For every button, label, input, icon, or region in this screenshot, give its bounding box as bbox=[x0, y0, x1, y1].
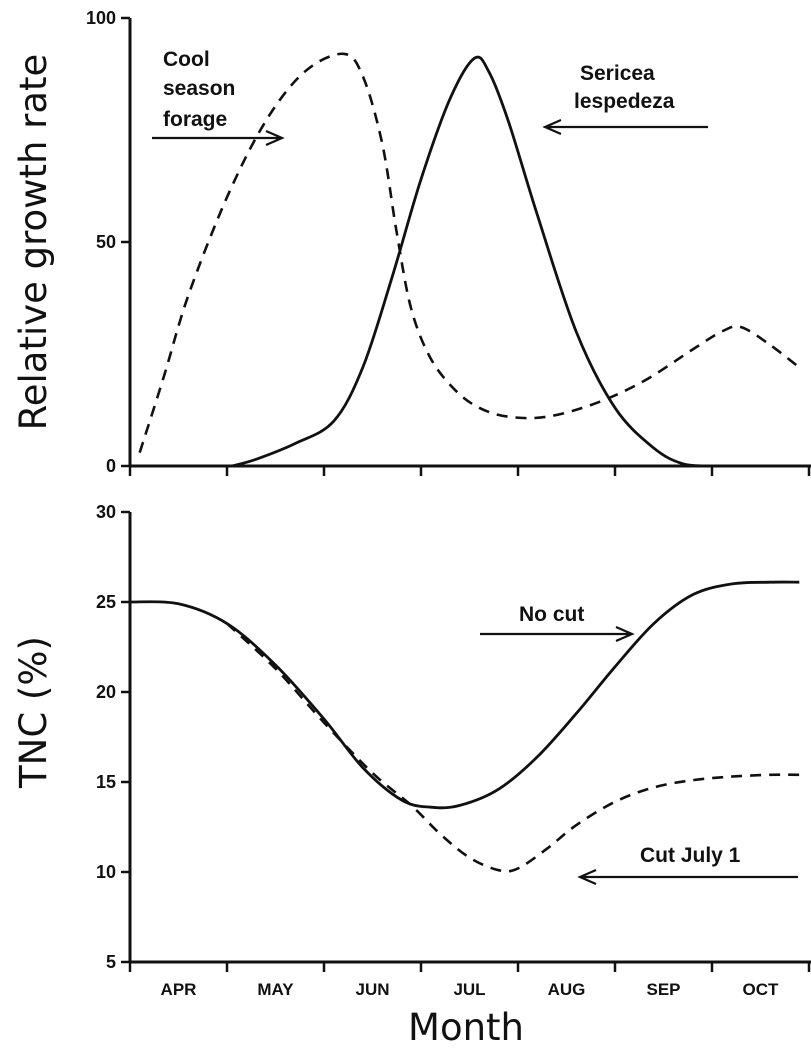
growth-rate-series bbox=[138, 52, 801, 468]
x-tick-label-may: MAY bbox=[257, 980, 294, 999]
tnc-y-tick-label: 30 bbox=[96, 502, 116, 522]
series-line-cut-july-1 bbox=[226, 622, 800, 873]
tnc-y-ticks: 5 10 15 20 25 30 bbox=[96, 502, 130, 972]
cut-july-annotation: Cut July 1 bbox=[577, 844, 798, 886]
cool-season-arrow bbox=[152, 129, 285, 147]
x-tick-label-oct: OCT bbox=[743, 980, 780, 999]
no-cut-annotation: No cut bbox=[480, 603, 635, 643]
sericea-label-line-1: Sericea bbox=[580, 62, 655, 85]
tnc-y-tick-label: 15 bbox=[96, 772, 116, 792]
tnc-y-tick-label: 5 bbox=[106, 952, 116, 972]
no-cut-arrow bbox=[480, 625, 635, 643]
sericea-arrow bbox=[542, 118, 708, 136]
series-line-cool-season-forage bbox=[138, 52, 801, 453]
tnc-y-axis-title: TNC (%) bbox=[12, 636, 55, 789]
x-tick-label-apr: APR bbox=[161, 980, 197, 999]
growth-rate-panel: 0 50 100 Relative growth rate Cool season … bbox=[12, 8, 811, 476]
series-line-no-cut bbox=[129, 580, 800, 810]
tnc-series bbox=[129, 580, 800, 873]
series-line-sericea-lespedeza bbox=[231, 55, 713, 468]
x-axis-title: Month bbox=[408, 1006, 524, 1049]
sericea-annotation: Sericea lespedeza bbox=[542, 62, 708, 136]
tnc-y-tick-label: 10 bbox=[96, 862, 116, 882]
growth-rate-x-ticks bbox=[128, 466, 811, 476]
growth-rate-y-tick-label: 100 bbox=[86, 8, 116, 28]
tnc-panel: 5 10 15 20 25 30 APR MAY JUN JUL AUG SEP OCT TNC (%… bbox=[12, 502, 811, 1049]
cool-season-annotation: Cool season forage bbox=[152, 48, 285, 147]
tnc-y-tick-label: 20 bbox=[96, 682, 116, 702]
growth-rate-y-tick-label: 0 bbox=[106, 456, 116, 476]
cool-season-label-line-1: Cool bbox=[163, 48, 210, 71]
cool-season-label-line-3: forage bbox=[163, 108, 227, 131]
tnc-axes bbox=[128, 512, 811, 964]
x-tick-label-sep: SEP bbox=[646, 980, 680, 999]
tnc-x-ticks: APR MAY JUN JUL AUG SEP OCT bbox=[128, 962, 811, 999]
tnc-y-tick-label: 25 bbox=[96, 592, 116, 612]
growth-rate-y-ticks: 0 50 100 bbox=[86, 8, 130, 476]
cut-july-label: Cut July 1 bbox=[640, 844, 741, 867]
no-cut-label: No cut bbox=[519, 603, 584, 626]
x-tick-label-jul: JUL bbox=[453, 980, 485, 999]
cool-season-label-line-2: season bbox=[163, 77, 235, 100]
cut-july-arrow bbox=[577, 868, 798, 886]
growth-rate-y-axis-title: Relative growth rate bbox=[12, 54, 55, 431]
x-tick-label-jun: JUN bbox=[355, 980, 389, 999]
x-tick-label-aug: AUG bbox=[548, 980, 586, 999]
sericea-label-line-2: lespedeza bbox=[574, 90, 675, 113]
growth-rate-y-tick-label: 50 bbox=[96, 232, 116, 252]
